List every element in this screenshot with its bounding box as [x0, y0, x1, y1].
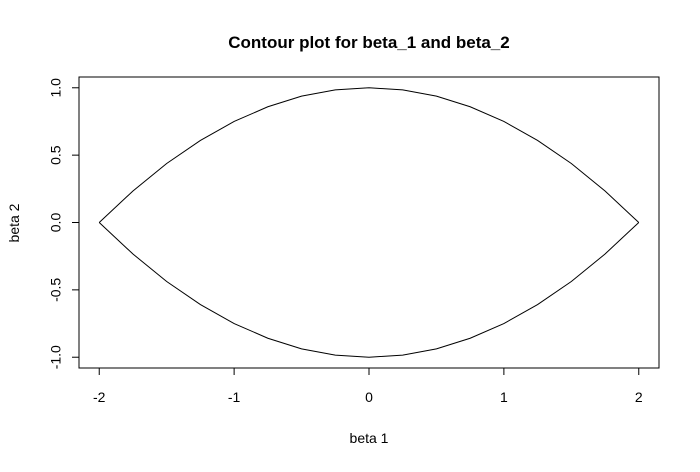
y-tick-label: 0.0	[48, 213, 64, 233]
series-layer	[98, 87, 640, 358]
x-tick-label: 2	[635, 389, 643, 405]
x-axis: -2 -1 0 1 2	[93, 367, 643, 405]
x-axis-label: beta 1	[350, 430, 389, 446]
y-axis: -1.0 -0.5 0.0 0.5 1.0	[48, 78, 80, 369]
y-tick-label: 1.0	[48, 78, 64, 98]
plot-frame	[78, 76, 660, 369]
x-tick-label: -2	[93, 389, 106, 405]
y-tick-label: -1.0	[48, 345, 64, 369]
y-axis-label: beta 2	[6, 203, 22, 242]
x-tick-label: 0	[365, 389, 373, 405]
x-tick-label: -1	[228, 389, 241, 405]
y-tick-label: -0.5	[48, 278, 64, 302]
lower-contour-curve	[98, 222, 640, 358]
upper-contour-curve	[98, 87, 640, 223]
x-tick-label: 1	[500, 389, 508, 405]
y-tick-label: 0.5	[48, 145, 64, 165]
chart-title: Contour plot for beta_1 and beta_2	[228, 33, 509, 52]
